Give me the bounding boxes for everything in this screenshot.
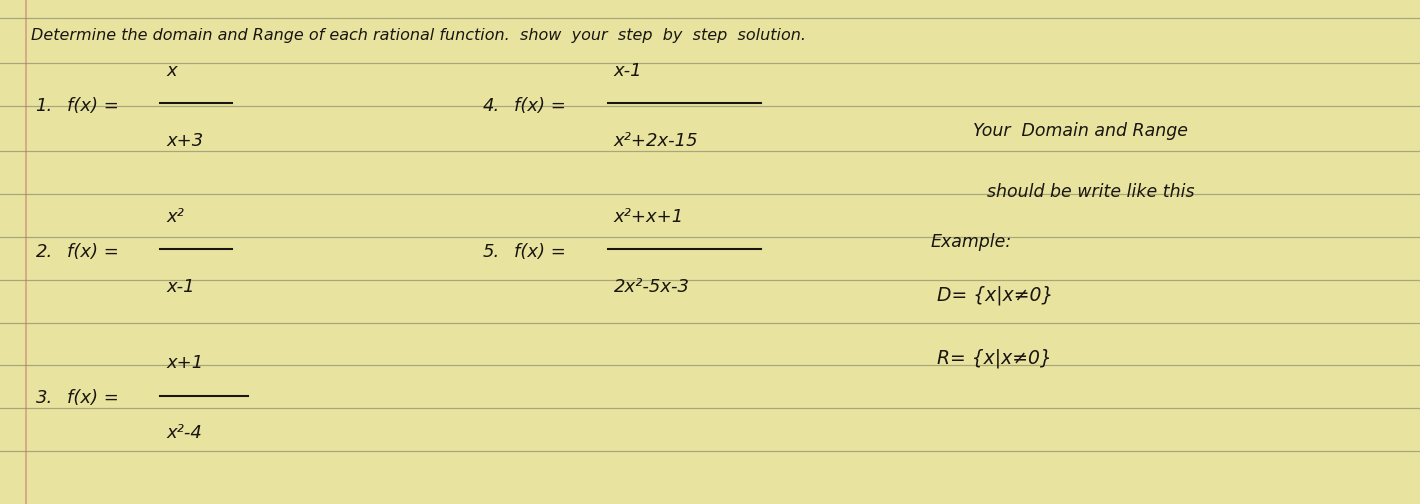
Text: 2.: 2. (36, 243, 53, 261)
Text: should be write like this: should be write like this (987, 182, 1194, 201)
Text: x-1: x-1 (613, 61, 642, 80)
Text: x²: x² (166, 208, 185, 226)
Text: x+1: x+1 (166, 354, 203, 372)
Text: Your  Domain and Range: Your Domain and Range (973, 122, 1187, 140)
Text: x: x (166, 61, 176, 80)
Text: f(x) =: f(x) = (67, 389, 119, 407)
Text: x-1: x-1 (166, 278, 195, 296)
Text: 4.: 4. (483, 97, 500, 115)
Text: x²-4: x²-4 (166, 424, 202, 443)
Text: f(x) =: f(x) = (67, 243, 119, 261)
Text: f(x) =: f(x) = (67, 97, 119, 115)
Text: x²+2x-15: x²+2x-15 (613, 132, 699, 150)
Text: 3.: 3. (36, 389, 53, 407)
Text: x²+x+1: x²+x+1 (613, 208, 683, 226)
Text: 1.: 1. (36, 97, 53, 115)
Text: R= {x|x≠0}: R= {x|x≠0} (937, 348, 1052, 367)
Text: Example:: Example: (930, 233, 1011, 251)
Text: 2x²-5x-3: 2x²-5x-3 (613, 278, 690, 296)
Text: f(x) =: f(x) = (514, 97, 567, 115)
Text: 5.: 5. (483, 243, 500, 261)
Text: x+3: x+3 (166, 132, 203, 150)
Text: D= {x|x≠0}: D= {x|x≠0} (937, 285, 1054, 304)
Text: f(x) =: f(x) = (514, 243, 567, 261)
Text: Determine the domain and Range of each rational function.  show  your  step  by : Determine the domain and Range of each r… (31, 28, 807, 43)
